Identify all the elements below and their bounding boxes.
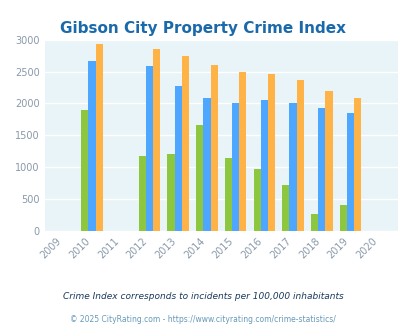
Bar — [196, 125, 203, 231]
Bar — [145, 66, 153, 231]
Bar — [210, 65, 217, 231]
Bar — [318, 108, 324, 231]
Bar — [253, 169, 260, 231]
Text: Gibson City Property Crime Index: Gibson City Property Crime Index — [60, 21, 345, 36]
Bar — [296, 81, 303, 231]
Bar — [260, 100, 267, 231]
Bar — [81, 110, 88, 231]
Text: Crime Index corresponds to incidents per 100,000 inhabitants: Crime Index corresponds to incidents per… — [62, 292, 343, 301]
Bar — [88, 61, 96, 231]
Bar — [339, 206, 346, 231]
Text: © 2025 CityRating.com - https://www.cityrating.com/crime-statistics/: © 2025 CityRating.com - https://www.city… — [70, 315, 335, 324]
Bar — [167, 154, 174, 231]
Bar — [346, 113, 353, 231]
Bar — [353, 98, 360, 231]
Bar — [239, 72, 246, 231]
Bar — [96, 44, 102, 231]
Bar — [181, 56, 188, 231]
Bar — [310, 214, 318, 231]
Bar — [267, 74, 275, 231]
Bar — [232, 103, 239, 231]
Bar — [139, 156, 145, 231]
Bar — [324, 91, 332, 231]
Bar — [174, 86, 181, 231]
Bar — [281, 185, 289, 231]
Bar — [153, 49, 160, 231]
Bar — [289, 103, 296, 231]
Bar — [203, 98, 210, 231]
Bar — [224, 158, 232, 231]
